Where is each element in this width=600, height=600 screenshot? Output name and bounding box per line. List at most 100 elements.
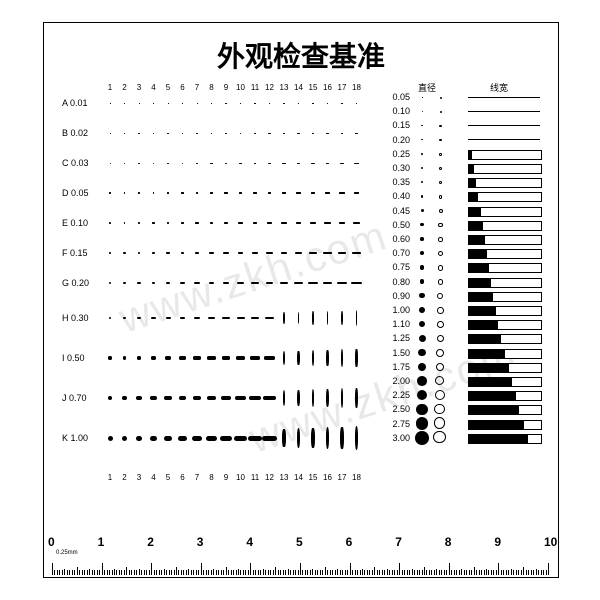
ruler-tick <box>183 570 184 575</box>
ruler-tick <box>228 570 229 575</box>
defect-mark <box>341 311 343 326</box>
ruler-tick <box>112 570 113 575</box>
ruler-tick <box>174 570 175 575</box>
defect-mark <box>153 163 155 164</box>
defect-mark <box>312 389 315 407</box>
col-number: 15 <box>306 83 320 92</box>
col-number: 12 <box>263 473 277 482</box>
defect-mark <box>182 133 183 134</box>
defect-mark <box>178 436 187 441</box>
defect-mark <box>225 163 227 164</box>
ruler-number: 2 <box>147 535 154 549</box>
dot-ring-icon <box>438 251 443 256</box>
ruler-tick <box>126 567 127 575</box>
defect-mark <box>139 103 140 104</box>
defect-mark <box>312 133 314 134</box>
defect-mark <box>341 103 343 104</box>
defect-mark <box>165 356 171 359</box>
defect-mark <box>237 317 245 320</box>
ruler-tick <box>238 569 239 575</box>
dot-ring-icon <box>436 349 444 357</box>
dot-ring-icon <box>440 97 442 99</box>
ruler-tick <box>471 570 472 575</box>
defect-mark <box>234 436 247 441</box>
ruler-tick <box>82 570 83 575</box>
defect-mark <box>109 317 112 320</box>
ruler-tick <box>109 570 110 575</box>
defect-mark <box>153 103 154 104</box>
diameter-label: 0.60 <box>384 234 410 244</box>
defect-mark <box>298 103 299 104</box>
ruler-tick <box>481 570 482 575</box>
dot-ring-icon <box>439 181 442 184</box>
dot-filled-icon <box>419 307 425 313</box>
ruler-tick <box>144 570 145 575</box>
defect-mark <box>110 163 111 164</box>
ruler-tick <box>518 570 519 575</box>
defect-mark <box>123 317 126 320</box>
defect-mark <box>109 282 111 284</box>
ruler-tick <box>322 570 323 575</box>
defect-mark <box>263 396 276 400</box>
diameter-label: 1.50 <box>384 348 410 358</box>
linewidth-sample <box>468 111 540 112</box>
defect-mark <box>238 222 242 224</box>
ruler-tick <box>176 567 177 575</box>
defect-mark <box>297 351 299 366</box>
defect-mark <box>250 356 260 359</box>
diameter-label: 0.20 <box>384 135 410 145</box>
ruler-tick <box>335 570 336 575</box>
defect-mark <box>167 222 170 224</box>
defect-mark <box>195 222 198 224</box>
defect-mark <box>152 252 155 254</box>
defect-mark <box>266 282 274 284</box>
col-number: 4 <box>147 473 161 482</box>
defect-mark <box>207 356 215 359</box>
defect-mark <box>192 436 202 441</box>
ruler-tick <box>449 563 450 575</box>
linewidth-sample <box>468 391 542 401</box>
ruler-tick <box>208 570 209 575</box>
ruler-tick <box>253 570 254 575</box>
dot-filled-icon <box>415 431 429 445</box>
ruler-number: 8 <box>445 535 452 549</box>
dot-filled-icon <box>420 223 423 226</box>
defect-mark <box>136 436 143 441</box>
dot-ring-icon <box>434 404 445 415</box>
row-label: J 0.70 <box>62 393 87 403</box>
ruler-tick <box>394 570 395 575</box>
dot-filled-icon <box>422 97 423 98</box>
ruler-tick <box>474 567 475 575</box>
dot-filled-icon <box>418 349 426 357</box>
diameter-label: 0.90 <box>384 291 410 301</box>
ruler-tick <box>87 570 88 575</box>
defect-mark <box>249 396 261 400</box>
defect-mark <box>123 282 126 284</box>
defect-mark <box>124 133 125 134</box>
diameter-label: 2.00 <box>384 376 410 386</box>
defect-mark <box>252 252 258 254</box>
diameter-label: 3.00 <box>384 433 410 443</box>
defect-mark <box>297 390 300 407</box>
header-linewidth: 线宽 <box>490 81 508 94</box>
defect-mark <box>167 192 169 193</box>
ruler: 0.25mm 012345678910 <box>44 535 558 575</box>
ruler-tick <box>312 569 313 575</box>
diameter-label: 1.00 <box>384 305 410 315</box>
linewidth-sample <box>468 306 542 316</box>
ruler-tick <box>402 570 403 575</box>
defect-mark <box>239 163 242 164</box>
ruler-tick <box>454 570 455 575</box>
defect-mark <box>311 428 315 449</box>
ruler-tick <box>221 570 222 575</box>
defect-mark <box>137 282 140 284</box>
ruler-tick <box>203 570 204 575</box>
defect-mark <box>239 192 242 193</box>
ruler-tick <box>59 570 60 575</box>
col-number: 13 <box>277 473 291 482</box>
col-number: 1 <box>103 473 117 482</box>
defect-mark <box>180 282 185 284</box>
ruler-tick <box>164 569 165 575</box>
defect-mark <box>124 222 126 224</box>
ruler-tick <box>513 570 514 575</box>
